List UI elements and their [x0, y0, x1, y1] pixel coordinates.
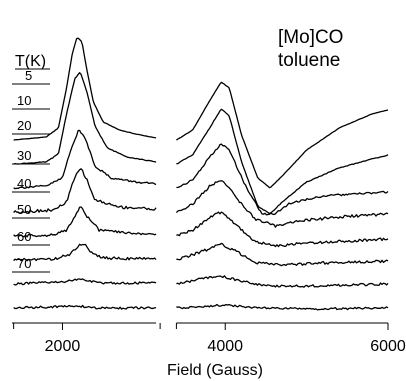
series-60-right-line [176, 275, 389, 288]
series-30-left-line [13, 168, 157, 214]
annotation-line-1: [Mo]CO [278, 27, 343, 48]
series-20-right-line [176, 143, 389, 216]
series-50-right-line [176, 242, 389, 267]
series-40-right-line [176, 211, 389, 248]
series-5-left-line [13, 37, 157, 141]
x-tick-label-6000: 6000 [370, 338, 406, 355]
legend-title: T(K) [15, 53, 46, 70]
series-60-left-line [13, 278, 157, 286]
series-label-5: 5 [25, 68, 32, 83]
series-40-left-line [13, 206, 157, 238]
spectra-traces [13, 37, 389, 311]
series-labels: 5 10 20 30 40 50 60 70 [12, 68, 50, 273]
series-10-right-line [176, 108, 389, 215]
series-label-70: 70 [17, 256, 31, 271]
series-label-20: 20 [17, 118, 31, 133]
series-label-30: 30 [17, 148, 31, 163]
series-5-right-line [176, 81, 389, 189]
x-tick-label-4000: 4000 [207, 338, 243, 355]
series-50-left-line [13, 243, 157, 262]
series-70-left-line [13, 304, 157, 310]
series-30-right-line [175, 180, 389, 228]
legend-title-group: T(K) [15, 53, 50, 70]
x-tick-label-2000: 2000 [45, 338, 81, 355]
series-label-50: 50 [17, 202, 31, 217]
x-axis: 2000 4000 6000 [12, 322, 406, 355]
annotation-group: [Mo]CO toluene [278, 27, 343, 71]
series-label-10: 10 [17, 93, 31, 108]
series-label-40: 40 [17, 176, 31, 191]
series-70-right-line [176, 303, 389, 311]
series-label-60: 60 [17, 229, 31, 244]
annotation-line-2: toluene [278, 50, 340, 71]
series-20-left-line [13, 129, 157, 190]
series-10-left-line [13, 72, 157, 165]
x-axis-label: Field (Gauss) [167, 362, 263, 379]
